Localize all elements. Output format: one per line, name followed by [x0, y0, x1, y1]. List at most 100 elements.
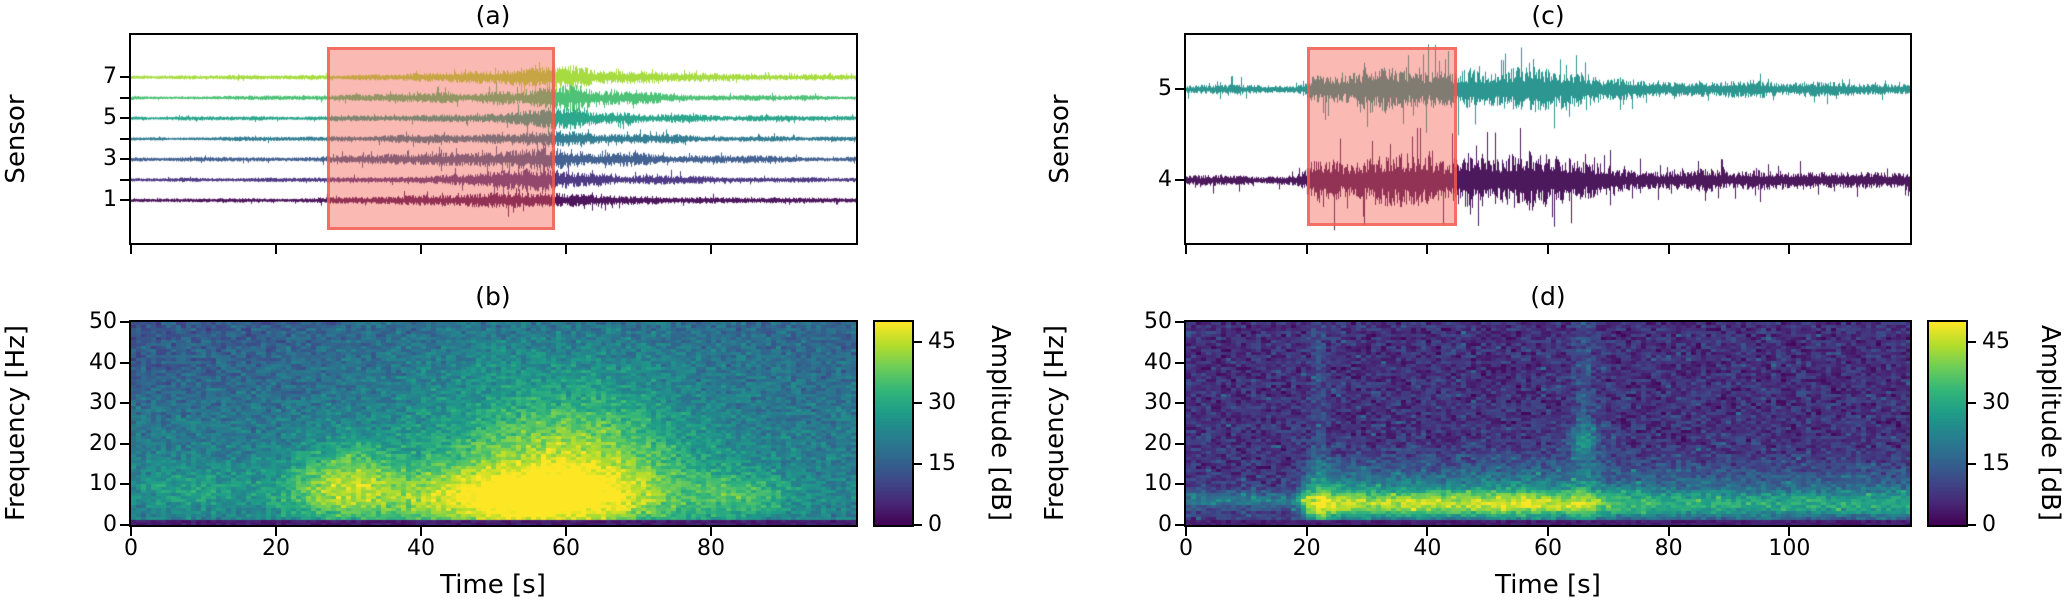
y-tick-mark: [120, 76, 129, 78]
colorbar-tick-mark: [1968, 463, 1976, 466]
panel-b-ylabel: Frequency [Hz]: [1, 324, 31, 522]
x-tick-mark: [565, 245, 567, 254]
x-tick-label: 60: [1534, 536, 1562, 561]
x-tick-mark: [710, 527, 712, 536]
y-tick-mark: [1175, 321, 1184, 323]
y-tick-mark: [1175, 402, 1184, 405]
panel-d-colorbar-gradient: [1929, 322, 1966, 525]
colorbar-tick-mark: [1968, 524, 1976, 526]
panel-a-plot: [129, 33, 858, 245]
y-tick-mark: [120, 199, 129, 201]
x-tick-label: 0: [1179, 536, 1193, 561]
x-tick-label: 100: [1768, 536, 1811, 561]
x-tick-label: 80: [697, 536, 725, 561]
x-tick-label: 0: [124, 536, 138, 561]
y-tick-mark: [120, 361, 129, 364]
colorbar-tick-label: 15: [928, 451, 956, 477]
panel-b-spectrogram: [131, 322, 856, 525]
panel-b-plot: [129, 320, 858, 527]
y-tick-label: 0: [103, 512, 117, 537]
panel-d-spectrogram: [1186, 322, 1910, 525]
x-tick-mark: [1667, 245, 1670, 254]
y-tick-label: 30: [1144, 390, 1172, 416]
x-tick-label: 60: [552, 536, 580, 561]
panel-d-xlabel: Time [s]: [1495, 570, 1601, 600]
x-tick-label: 40: [1413, 536, 1442, 561]
colorbar-tick-mark: [914, 463, 922, 466]
colorbar-tick-label: 45: [928, 329, 956, 355]
y-tick-label: 7: [103, 64, 117, 89]
panel-b-colorbar-gradient: [875, 322, 912, 525]
y-tick-label: 3: [103, 146, 117, 171]
y-tick-label: 20: [1144, 430, 1172, 456]
x-tick-label: 80: [1654, 536, 1683, 561]
panel-b-colorbar: [873, 320, 914, 527]
panel-c-ylabel: Sensor: [1045, 94, 1075, 184]
x-tick-mark: [1667, 527, 1670, 536]
x-tick-mark: [1426, 245, 1429, 254]
y-tick-label: 40: [1144, 349, 1172, 375]
y-tick-mark: [120, 178, 129, 181]
x-tick-label: 20: [262, 536, 290, 561]
x-tick-label: 20: [1292, 536, 1321, 561]
panel-b-xlabel: Time [s]: [440, 570, 546, 600]
y-tick-label: 5: [103, 105, 117, 130]
colorbar-tick-label: 30: [928, 390, 956, 416]
y-tick-mark: [1175, 524, 1184, 526]
colorbar-tick-label: 45: [1982, 329, 2010, 355]
x-tick-mark: [565, 527, 567, 536]
y-tick-mark: [1175, 361, 1184, 364]
y-tick-label: 4: [1158, 167, 1172, 192]
y-tick-label: 10: [1144, 471, 1172, 497]
y-tick-label: 50: [1144, 309, 1172, 334]
y-tick-mark: [1175, 483, 1184, 486]
x-tick-mark: [1426, 527, 1429, 536]
x-tick-mark: [1547, 527, 1549, 536]
x-tick-mark: [1305, 527, 1308, 536]
panel-a-title: (a): [475, 1, 511, 30]
panel-c-highlight-region: [1306, 47, 1458, 226]
panel-c-waveforms: [1186, 35, 1910, 243]
colorbar-tick-label: 30: [1982, 390, 2010, 416]
y-tick-mark: [120, 137, 129, 140]
panel-a-waveforms: [131, 35, 856, 243]
colorbar-tick-mark: [1968, 341, 1976, 344]
y-tick-label: 30: [89, 390, 117, 416]
y-tick-mark: [120, 524, 129, 526]
y-tick-mark: [1175, 179, 1184, 181]
y-tick-mark: [120, 321, 129, 323]
y-tick-label: 10: [89, 471, 117, 497]
panel-b-colorbar-label: Amplitude [dB]: [985, 324, 1015, 522]
x-tick-mark: [130, 245, 132, 254]
panel-d-plot: [1184, 320, 1912, 527]
panel-b-title: (b): [475, 282, 511, 311]
colorbar-tick-mark: [914, 402, 922, 405]
x-tick-mark: [1185, 527, 1187, 536]
y-tick-mark: [120, 483, 129, 486]
panel-d-ylabel: Frequency [Hz]: [1040, 324, 1070, 522]
panel-a-ylabel: Sensor: [1, 94, 31, 184]
x-tick-mark: [1788, 527, 1791, 536]
colorbar-tick-label: 0: [928, 512, 942, 537]
x-tick-mark: [1547, 245, 1549, 254]
colorbar-tick-mark: [914, 341, 922, 344]
x-tick-mark: [710, 245, 712, 254]
x-tick-label: 40: [407, 536, 435, 561]
panel-a-highlight-region: [326, 47, 556, 230]
colorbar-tick-label: 15: [1982, 451, 2010, 477]
x-tick-mark: [275, 245, 277, 254]
y-tick-label: 5: [1158, 76, 1172, 101]
y-tick-label: 20: [89, 430, 117, 456]
y-tick-mark: [1175, 88, 1184, 90]
y-tick-label: 40: [89, 349, 117, 375]
panel-c-plot: [1184, 33, 1912, 245]
y-tick-mark: [120, 96, 129, 99]
panel-d-colorbar: [1927, 320, 1968, 527]
x-tick-mark: [1788, 245, 1791, 254]
y-tick-label: 1: [103, 187, 117, 212]
x-tick-mark: [1305, 245, 1308, 254]
x-tick-mark: [420, 245, 422, 254]
x-tick-mark: [420, 527, 422, 536]
y-tick-label: 50: [89, 309, 117, 334]
